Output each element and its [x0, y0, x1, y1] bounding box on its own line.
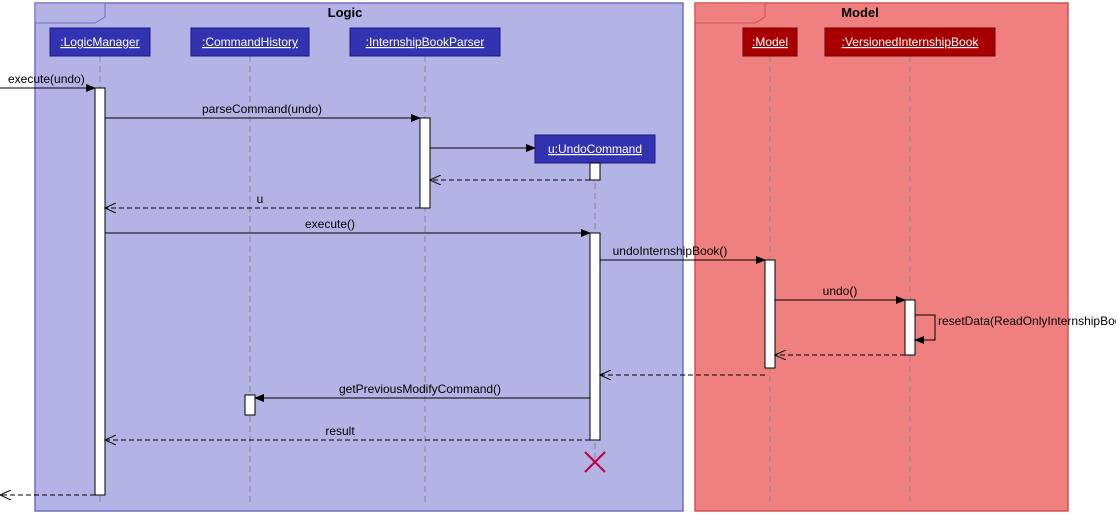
message-label: execute(undo) [8, 72, 85, 86]
activation-lm [95, 88, 105, 495]
message-label: resetData(ReadOnlyInternshipBook) [938, 314, 1116, 328]
participant-label-mdl: :Model [752, 35, 788, 49]
participant-label-uc: u:UndoCommand [548, 142, 642, 156]
activation-uc [590, 233, 600, 440]
activation-mdl [765, 260, 775, 368]
participant-label-ibp: :InternshipBookParser [366, 35, 485, 49]
participant-label-lm: :LogicManager [60, 35, 139, 49]
frame-tab [695, 3, 765, 23]
message-label: u [257, 192, 264, 206]
participant-label-vib: :VersionedInternshipBook [842, 35, 980, 49]
activation-uc [590, 163, 600, 180]
frame-tab [35, 3, 105, 23]
activation-ibp [420, 118, 430, 208]
frame-model [695, 3, 1068, 511]
message-label: getPreviousModifyCommand() [339, 382, 501, 396]
message-label: parseCommand(undo) [202, 102, 322, 116]
sequence-diagram: Logic Model :LogicManager :CommandHistory :I… [0, 0, 1116, 514]
frame-title: Logic [328, 5, 363, 20]
message-label: undo() [823, 284, 858, 298]
message-label: undoInternshipBook() [613, 244, 728, 258]
frame-title: Model [841, 5, 879, 20]
message-label: result [325, 424, 355, 438]
message-label: execute() [305, 217, 355, 231]
activation-ch [245, 395, 255, 415]
activation-vib [905, 300, 915, 355]
participant-label-ch: :CommandHistory [202, 35, 298, 49]
frame-logic [35, 3, 683, 511]
